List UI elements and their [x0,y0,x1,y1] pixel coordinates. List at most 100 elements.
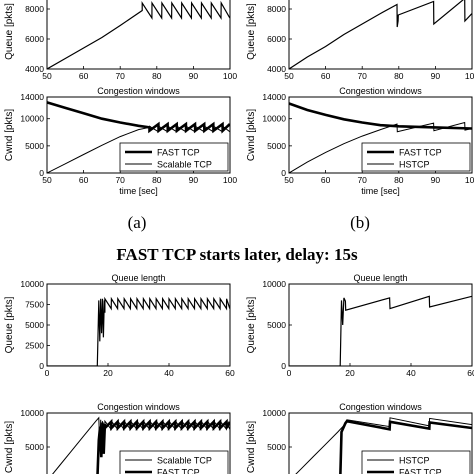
y-axis-label: Queue [pkts] [246,296,257,353]
legend: FAST TCP Scalable TCP [119,142,229,172]
y-tick-label: 6000 [267,34,286,44]
figure-heading: FAST TCP starts later, delay: 15s [116,245,358,264]
x-tick-label: 90 [189,71,199,81]
x-tick-label: 50 [284,71,294,81]
legend-label: Scalable TCP [157,456,212,466]
series-line-hstcp [289,121,472,173]
chart-title: Queue length [353,273,407,283]
x-tick-label: 40 [406,368,416,378]
chart-title: Congestion windows [339,86,422,96]
y-axis-label: Cwnd [pkts] [246,109,257,161]
y-axis-label: Cwnd [pkts] [4,421,15,473]
x-tick-label: 90 [431,71,441,81]
series-line-queue [47,296,230,366]
legend-box [119,142,229,172]
legend: FAST TCP HSTCP [361,142,471,172]
y-axis-label: Queue [pkts] [4,296,15,353]
x-tick-label: 50 [284,175,294,185]
y-tick-label: 0 [39,168,44,178]
y-tick-label: 8000 [267,4,286,14]
x-tick-label: 90 [431,175,441,185]
y-tick-label: 5000 [25,320,44,330]
legend-label: FAST TCP [399,148,442,158]
y-tick-label: 10000 [262,408,286,418]
legend-label: Scalable TCP [157,160,212,170]
y-tick-label: 0 [281,361,286,371]
legend-label: FAST TCP [157,148,200,158]
y-tick-label: 5000 [267,141,286,151]
x-tick-label: 50 [42,175,52,185]
y-tick-label: 5000 [267,442,286,452]
plot-frame [46,96,231,174]
series-line-queue [289,295,472,366]
x-tick-label: 70 [357,71,367,81]
y-tick-label: 14000 [20,92,44,102]
x-axis-label: time [sec] [119,186,158,196]
chart-a-queue: 50 60 70 80 90 100 4000 6000 8000 Queue [pkts] [4,0,237,81]
y-tick-label: 10000 [20,279,44,289]
legend-box [361,450,471,474]
y-axis-label: Cwnd [pkts] [246,421,257,473]
x-tick-label: 20 [103,368,113,378]
y-tick-label: 0 [281,168,286,178]
chart-b-cwnd: 50 60 70 80 90 100 0 5000 10000 14000 Congestion w… [246,86,474,196]
legend: HSTCP FAST TCP [361,450,471,474]
legend-label: HSTCP [399,456,430,466]
x-tick-label: 70 [357,175,367,185]
x-tick-label: 20 [345,368,355,378]
x-tick-label: 0 [45,368,50,378]
plot-frame [46,283,231,367]
plot-frame [288,283,473,367]
x-tick-label: 80 [152,71,162,81]
y-tick-label: 5000 [25,141,44,151]
legend-box [119,450,229,474]
x-tick-label: 60 [79,175,89,185]
legend-label: FAST TCP [399,468,442,474]
x-tick-label: 0 [287,368,292,378]
x-tick-label: 80 [394,71,404,81]
x-tick-label: 90 [189,175,199,185]
y-tick-label: 7500 [25,300,44,310]
x-tick-label: 60 [225,368,235,378]
y-tick-label: 4000 [25,64,44,74]
legend: Scalable TCP FAST TCP [119,450,229,474]
plot-frame [288,0,473,70]
chart-d-queue: 0 20 40 60 0 5000 10000 Queue length Queue [pkts… [246,273,474,378]
panel-label-a: (a) [128,213,147,232]
legend-box [361,142,471,172]
x-tick-label: 80 [152,175,162,185]
y-tick-label: 6000 [25,34,44,44]
series-line-fast-tcp [47,101,230,134]
legend-label: HSTCP [399,160,430,170]
series-line-fast-tcp [339,419,472,474]
chart-b-queue: 50 60 70 80 90 100 4000 6000 8000 Queue [pkts] [246,0,474,81]
y-tick-label: 10000 [20,408,44,418]
y-tick-label: 10000 [262,279,286,289]
y-tick-label: 2500 [25,341,44,351]
x-tick-label: 70 [115,175,125,185]
y-tick-label: 5000 [267,320,286,330]
x-axis-label: time [sec] [361,186,400,196]
y-tick-label: 0 [39,361,44,371]
series-line-fast-tcp [96,418,230,474]
x-tick-label: 100 [223,71,237,81]
series-line-scalable-tcp [47,125,230,173]
x-tick-label: 100 [465,71,474,81]
x-tick-label: 60 [321,175,331,185]
series-line-queue [289,0,472,69]
chart-a-cwnd: 50 60 70 80 90 100 0 5000 10000 14000 Congestion w… [4,86,237,196]
y-tick-label: 4000 [267,64,286,74]
plot-frame [288,96,473,174]
x-tick-label: 100 [223,175,237,185]
legend-label: FAST TCP [157,468,200,474]
y-axis-label: Queue [pkts] [4,3,15,60]
y-axis-label: Queue [pkts] [246,3,257,60]
panel-label-b: (b) [350,213,370,232]
x-tick-label: 60 [467,368,474,378]
y-tick-label: 5000 [25,442,44,452]
chart-title: Congestion windows [339,402,422,412]
chart-title: Congestion windows [97,86,180,96]
